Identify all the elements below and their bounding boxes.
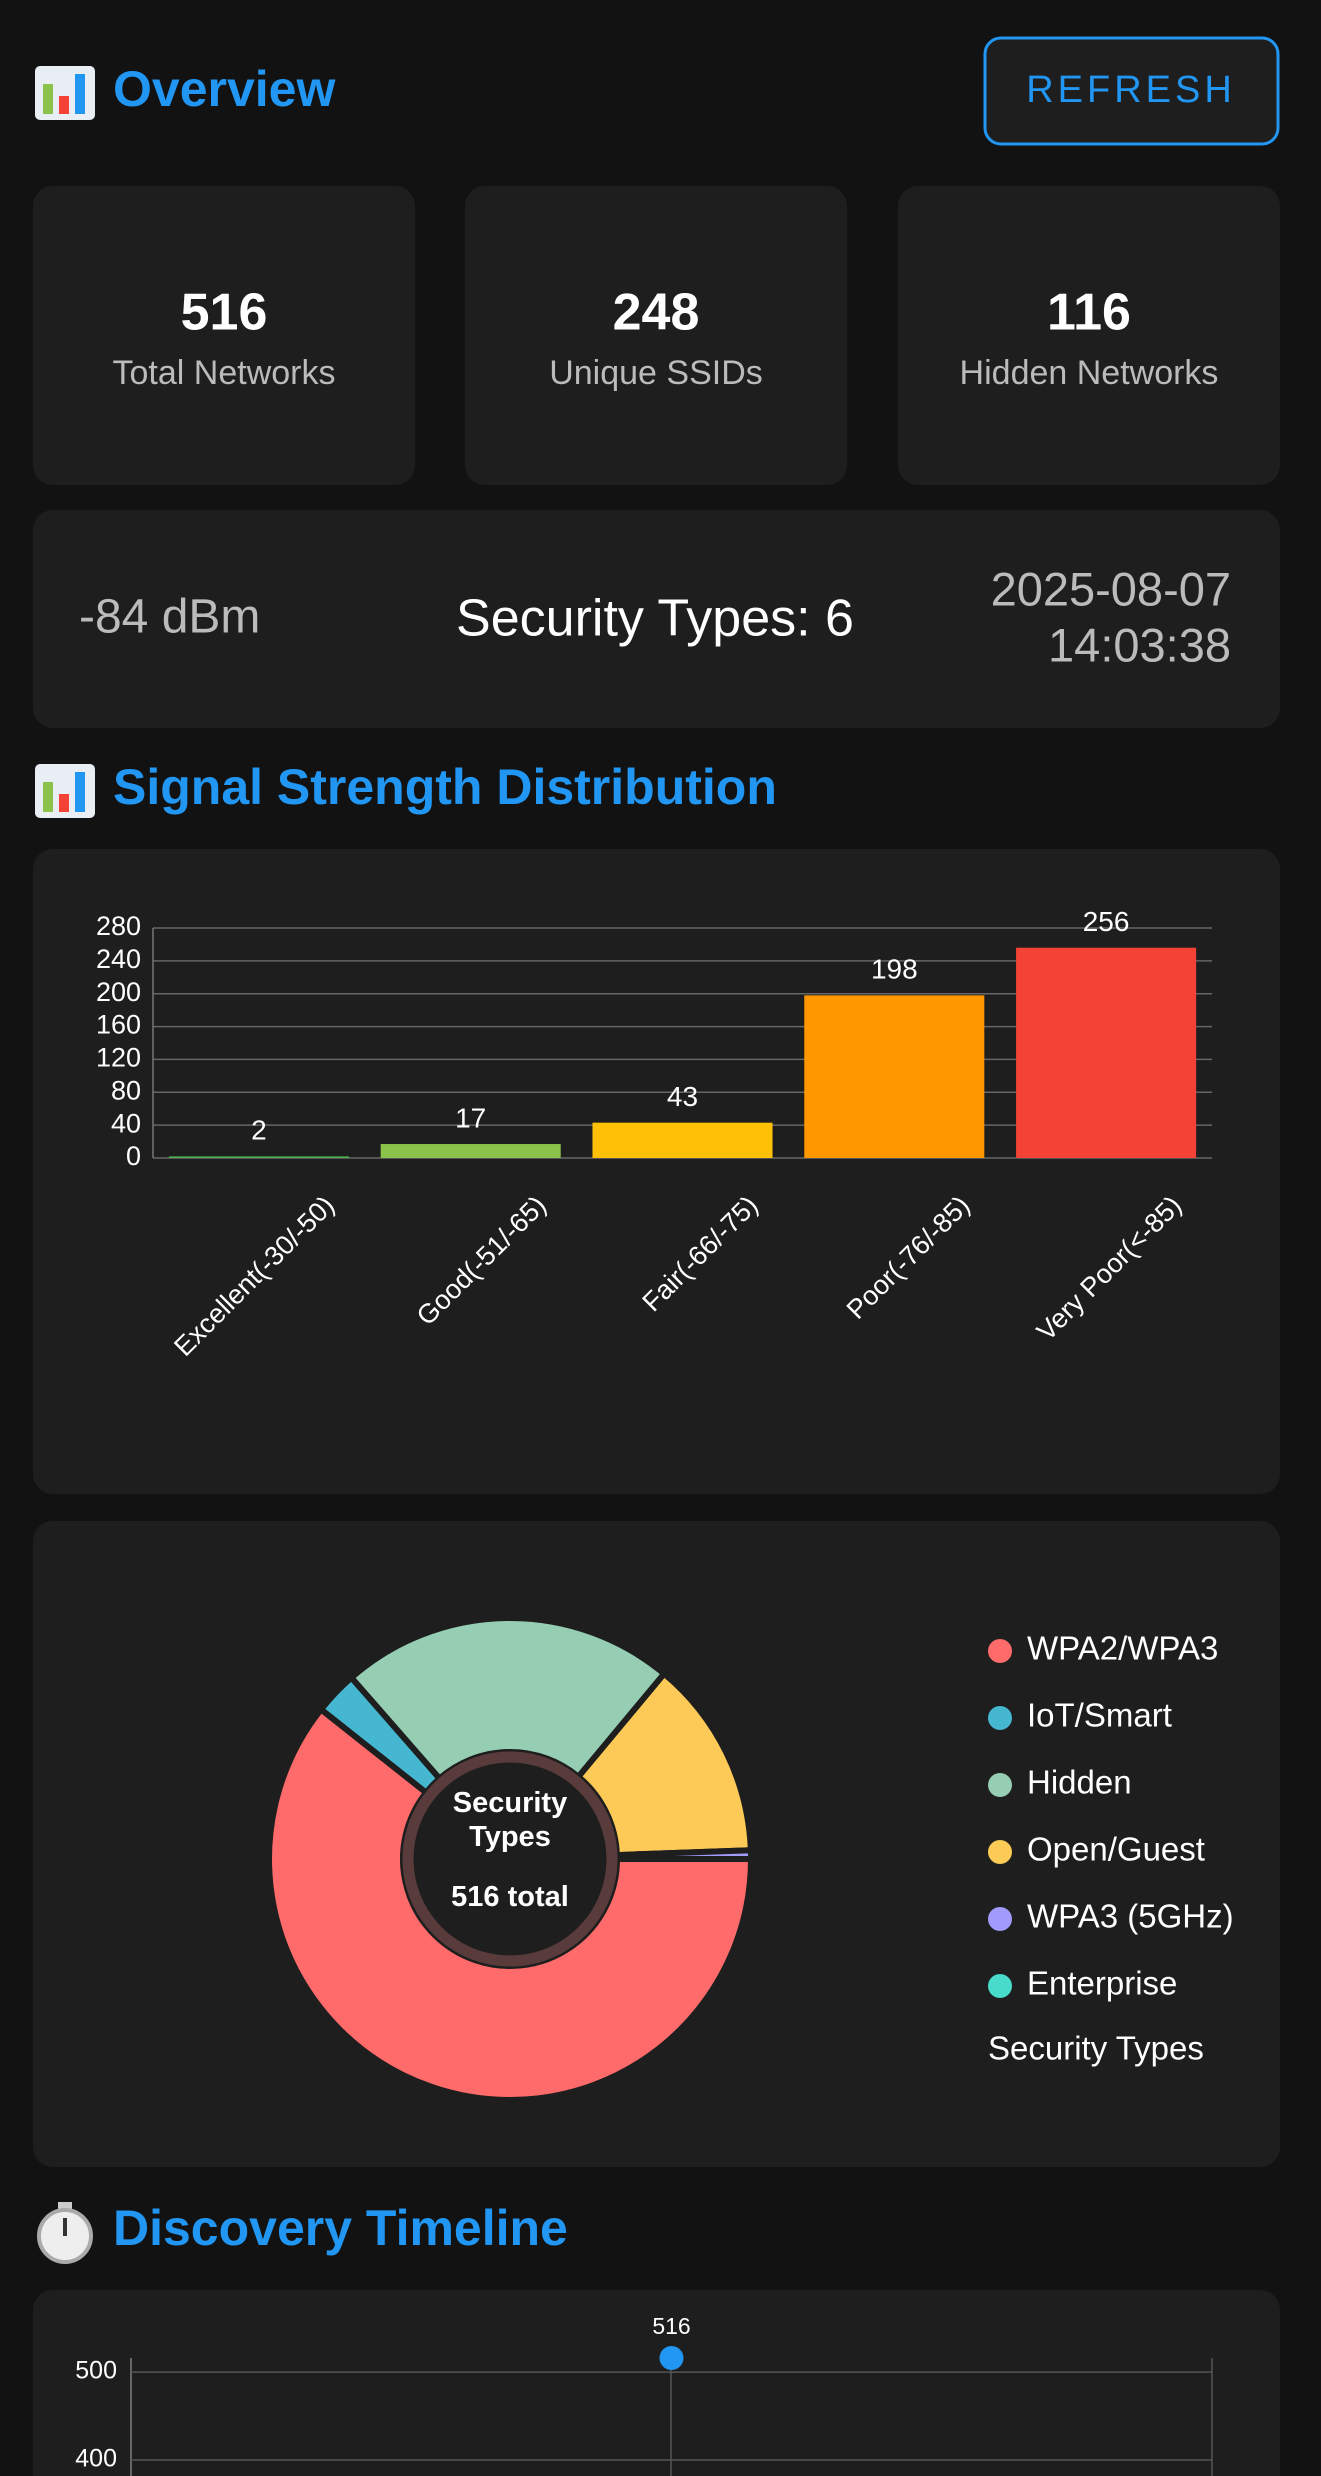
y-tick-label: 80 [111,1075,141,1105]
stat-label: Total Networks [113,354,336,392]
info-card [33,510,1280,728]
legend-label: WPA2/WPA3 [1027,1630,1218,1667]
legend-swatch [988,1706,1012,1730]
bar [380,1144,561,1158]
refresh-label[interactable]: REFRESH [1026,69,1236,111]
bar [168,1156,349,1158]
stat-card [898,186,1280,485]
y-tick-label: 500 [75,2357,117,2385]
legend-swatch [988,1773,1012,1797]
page-title: Overview [113,61,335,117]
legend-swatch [988,1639,1012,1663]
y-tick-label: 240 [96,944,141,974]
refresh-button[interactable] [983,36,1280,146]
data-label: 43 [667,1081,698,1112]
data-label: 256 [1083,906,1130,937]
stat-value: 248 [613,284,700,342]
stopwatch-icon [37,2202,93,2264]
data-label: 2 [251,1115,267,1146]
y-tick-label: 280 [96,911,141,941]
y-tick-label: 0 [126,1141,141,1171]
section-title: Signal Strength Distribution [113,759,777,815]
stat-card [33,186,415,485]
security-text: Security Types: 6 [456,590,854,648]
legend-swatch [988,1907,1012,1931]
doughnut-chart: WPA2/WPA3 IoT/Smart Hidden Open/Guest WPA3 (… [266,1615,1234,2103]
timeline-card [33,2290,1280,2476]
y-tick-label: 40 [111,1108,141,1138]
legend-swatch [988,1974,1012,1998]
doughnut-hole-ring [402,1751,618,1967]
section-title: Discovery Timeline [113,2200,568,2256]
legend-label: Hidden [1027,1764,1132,1801]
legend-title: Security Types [988,2030,1204,2067]
bar [592,1122,773,1158]
legend-swatch [988,1840,1012,1864]
legend-label: IoT/Smart [1027,1697,1172,1734]
y-tick-label: 400 [75,2445,117,2473]
time-text: 14:03:38 [1048,618,1231,671]
center-title: Security Types [452,1787,568,1853]
y-tick-label: 160 [96,1010,141,1040]
point [659,2346,684,2370]
line-chart: 400 500 516 [75,2313,1212,2473]
legend-label: Enterprise [1027,1965,1177,2002]
data-label: 198 [871,954,918,985]
center-total: 516 total [451,1881,569,1913]
date-text: 2025-08-07 [991,562,1231,615]
stat-label: Unique SSIDs [549,354,763,392]
overview-icon [35,66,95,120]
doughnut-center: Security Types 516 total [430,1786,590,1914]
bar-card [33,849,1280,1494]
legend-label: WPA3 (5GHz) [1027,1898,1234,1935]
signal-text: -84 dBm [79,591,260,644]
data-label: 516 [652,2313,690,2339]
stat-label: Hidden Networks [960,354,1219,392]
stat-card [465,186,847,485]
stat-value: 516 [181,284,268,342]
y-tick-label: 120 [96,1043,141,1073]
bar [1016,947,1197,1158]
data-label: 17 [455,1102,486,1133]
legend-label: Open/Guest [1027,1831,1205,1868]
stat-value: 116 [1047,284,1131,342]
y-tick-label: 200 [96,977,141,1007]
bar [804,995,985,1158]
section-icon [35,764,95,818]
